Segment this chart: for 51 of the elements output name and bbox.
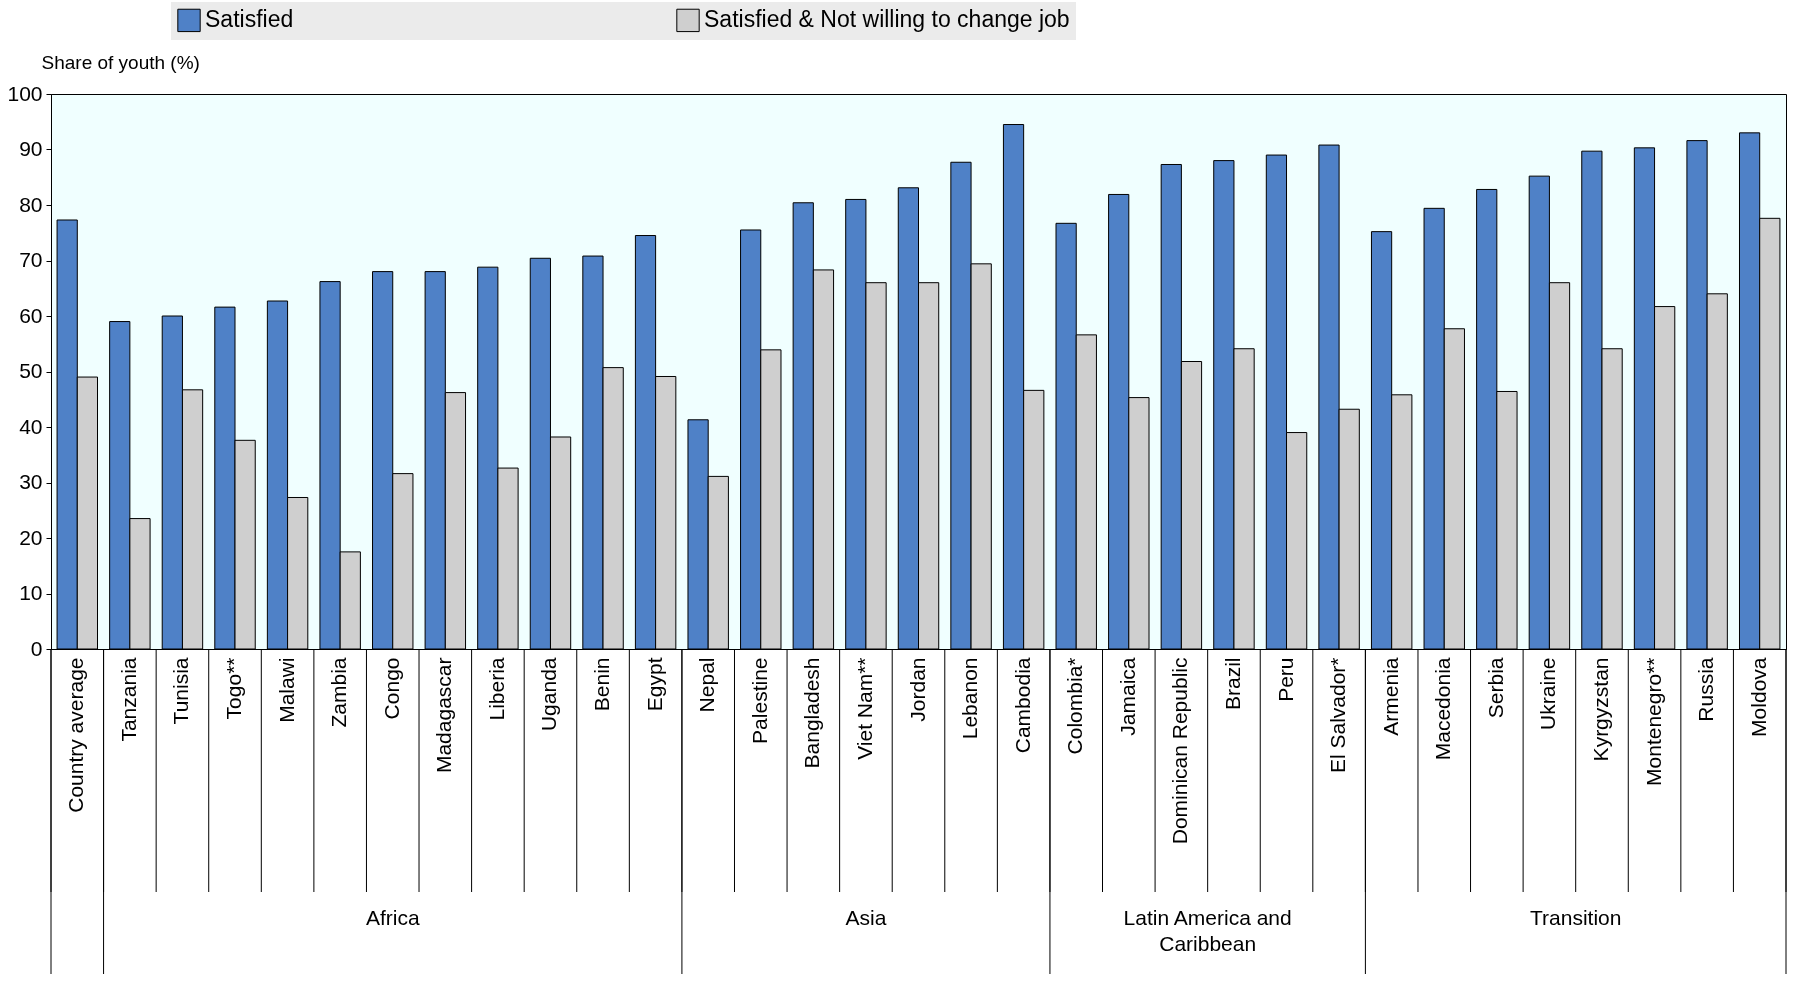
x-tick-label: Kyrgyzstan [1588,657,1612,762]
x-tick-label: Uganda [537,657,561,732]
x-tick-label: Bangladesh [800,657,824,769]
y-tick-label: 70 [19,248,43,271]
x-tick-label: Egypt [642,657,666,712]
x-tick-label: Madagascar [432,657,456,774]
text: Asia [845,906,887,929]
legend-label: Satisfied & Not willing to change job [704,6,1070,33]
x-tick-label: Armenia [1378,657,1402,736]
x-tick-label: Dominican Republic [1168,657,1192,845]
x-tick-label: El Salvador* [1326,657,1350,774]
y-axis-title: Share of youth (%) [41,51,200,73]
y-tick-label: 50 [19,359,43,382]
x-tick-label: Cambodia [1010,657,1034,754]
y-tick-label: 10 [19,581,43,604]
x-tick-label: Malawi [274,657,298,723]
x-tick-label: Moldova [1746,657,1770,737]
x-tick-label: Peru [1273,657,1297,702]
x-tick-label: Colombia* [1063,657,1087,755]
x-tick-label: Brazil [1220,657,1244,711]
x-tick-label: Tunisia [169,657,193,725]
x-tick-label: Liberia [484,657,508,721]
x-tick-label: Country average [64,657,88,813]
x-tick-label: Zambia [327,657,351,728]
x-tick-label: Jamaica [1115,657,1139,736]
text: Africa [365,906,420,929]
x-tick-label: Lebanon [958,657,982,740]
y-tick-label: 100 [7,81,43,105]
x-tick-label: Congo [379,657,403,720]
x-tick-label: Palestine [747,657,771,744]
y-tick-label: 0 [30,636,43,660]
x-tick-label: Serbia [1483,657,1507,719]
x-tick-label: Macedonia [1431,657,1455,761]
x-tick-label: Russia [1694,657,1718,722]
x-tick-label: Ukraine [1536,657,1560,730]
x-tick-label: Togo** [222,657,246,720]
y-tick-label: 20 [19,525,43,549]
x-tick-label: Montenegro** [1641,657,1665,786]
y-tick-label: 40 [19,414,43,438]
legend-label: Satisfied [205,6,294,33]
x-tick-label: Jordan [905,657,929,722]
text: Latin America and Caribbean [1123,906,1292,955]
x-tick-label: Nepal [695,657,719,713]
y-tick-label: 80 [19,192,43,216]
y-tick-label: 60 [19,303,43,327]
x-tick-label: Tanzania [116,657,140,742]
x-tick-label: Benin [590,657,614,712]
text: Transition [1529,906,1622,929]
y-tick-label: 30 [19,470,43,493]
y-tick-label: 90 [19,137,43,160]
x-tick-label: Viet Nam** [852,657,876,760]
